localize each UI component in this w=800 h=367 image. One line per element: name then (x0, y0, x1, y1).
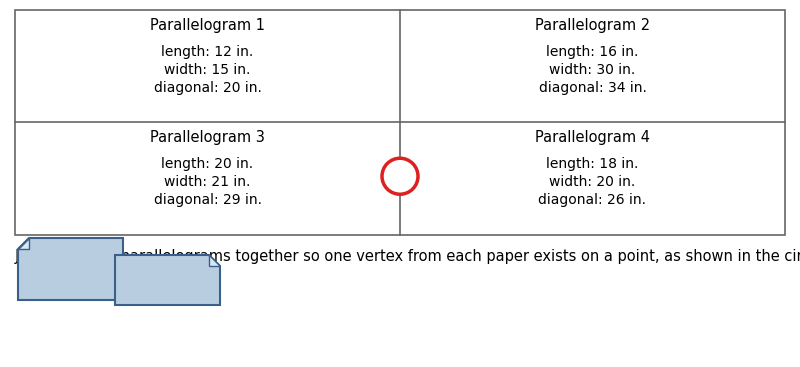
Polygon shape (18, 238, 123, 300)
Text: width: 15 in.: width: 15 in. (164, 63, 250, 77)
Text: length: 12 in.: length: 12 in. (162, 45, 254, 59)
Polygon shape (115, 255, 220, 305)
Text: Parallelogram 4: Parallelogram 4 (535, 130, 650, 145)
Polygon shape (18, 238, 29, 249)
Text: diagonal: 20 in.: diagonal: 20 in. (154, 81, 262, 95)
Circle shape (382, 158, 418, 194)
Text: diagonal: 26 in.: diagonal: 26 in. (538, 193, 646, 207)
Text: Parallelogram 2: Parallelogram 2 (535, 18, 650, 33)
Text: width: 20 in.: width: 20 in. (550, 175, 636, 189)
Text: width: 21 in.: width: 21 in. (164, 175, 250, 189)
Text: length: 16 in.: length: 16 in. (546, 45, 638, 59)
Polygon shape (209, 255, 220, 266)
Text: length: 18 in.: length: 18 in. (546, 157, 638, 171)
Text: James put the parallelograms together so one vertex from each paper exists on a : James put the parallelograms together so… (15, 249, 800, 264)
Text: Parallelogram 1: Parallelogram 1 (150, 18, 265, 33)
Text: width: 30 in.: width: 30 in. (550, 63, 636, 77)
Text: length: 20 in.: length: 20 in. (162, 157, 254, 171)
Text: diagonal: 29 in.: diagonal: 29 in. (154, 193, 262, 207)
Text: Parallelogram 3: Parallelogram 3 (150, 130, 265, 145)
Text: diagonal: 34 in.: diagonal: 34 in. (538, 81, 646, 95)
Bar (15, 10, 785, 235)
